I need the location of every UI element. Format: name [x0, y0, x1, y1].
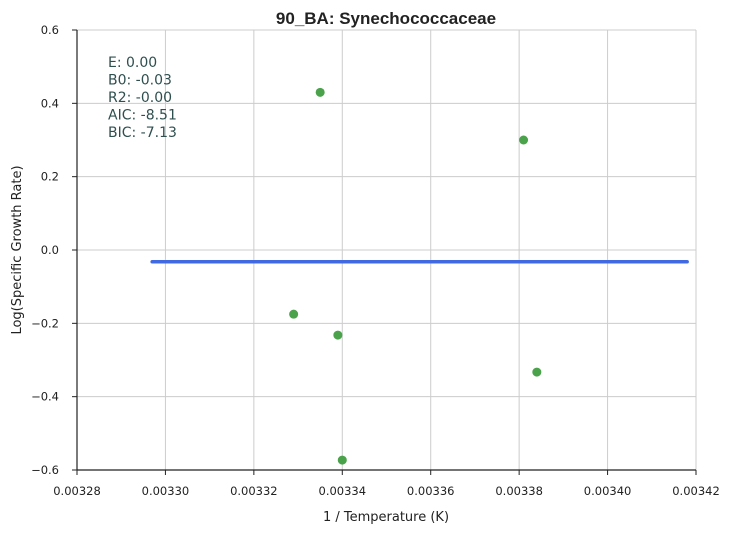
points-layer	[289, 87, 542, 465]
y-tick-label: −0.4	[31, 390, 59, 404]
data-point	[519, 135, 529, 145]
y-tick-label: 0.6	[41, 23, 59, 37]
x-tick-label: 0.00342	[672, 484, 720, 498]
y-tick-label: 0.4	[41, 96, 59, 110]
fit-stat-line: BIC: -7.13	[108, 125, 177, 141]
fit-stat-line: R2: -0.00	[108, 90, 172, 106]
data-point	[289, 309, 299, 319]
y-tick-label: 0.2	[41, 170, 59, 184]
x-tick-label: 0.00338	[495, 484, 543, 498]
grid	[77, 29, 697, 470]
x-tick-label: 0.00336	[407, 484, 455, 498]
fit-stat-line: B0: -0.03	[108, 73, 172, 89]
x-tick-label: 0.00332	[230, 484, 278, 498]
x-tick-label: 0.00328	[53, 484, 101, 498]
data-point	[333, 330, 343, 340]
x-axis-label: 1 / Temperature (K)	[323, 510, 449, 525]
fit-stat-line: E: 0.00	[108, 55, 157, 71]
data-point	[337, 455, 347, 465]
data-point	[532, 367, 542, 377]
chart-title: 90_BA: Synechococcaceae	[276, 9, 496, 28]
data-point	[315, 87, 325, 97]
x-tick-label: 0.00330	[142, 484, 190, 498]
x-tick-label: 0.00334	[319, 484, 367, 498]
fit-stat-line: AIC: -8.51	[108, 108, 177, 124]
y-tick-label: 0.0	[41, 243, 59, 257]
x-tick-label: 0.00340	[584, 484, 632, 498]
y-tick-label: −0.2	[31, 316, 59, 330]
y-ticks: 0.6 0.4 0.2 0.0 −0.2 −0.4 −0.6	[31, 23, 77, 477]
y-axis-label: Log(Specific Growth Rate)	[10, 165, 25, 334]
x-ticks: 0.00328 0.00330 0.00332 0.00334 0.00336 0.003…	[53, 470, 720, 498]
y-tick-label: −0.6	[31, 463, 59, 477]
